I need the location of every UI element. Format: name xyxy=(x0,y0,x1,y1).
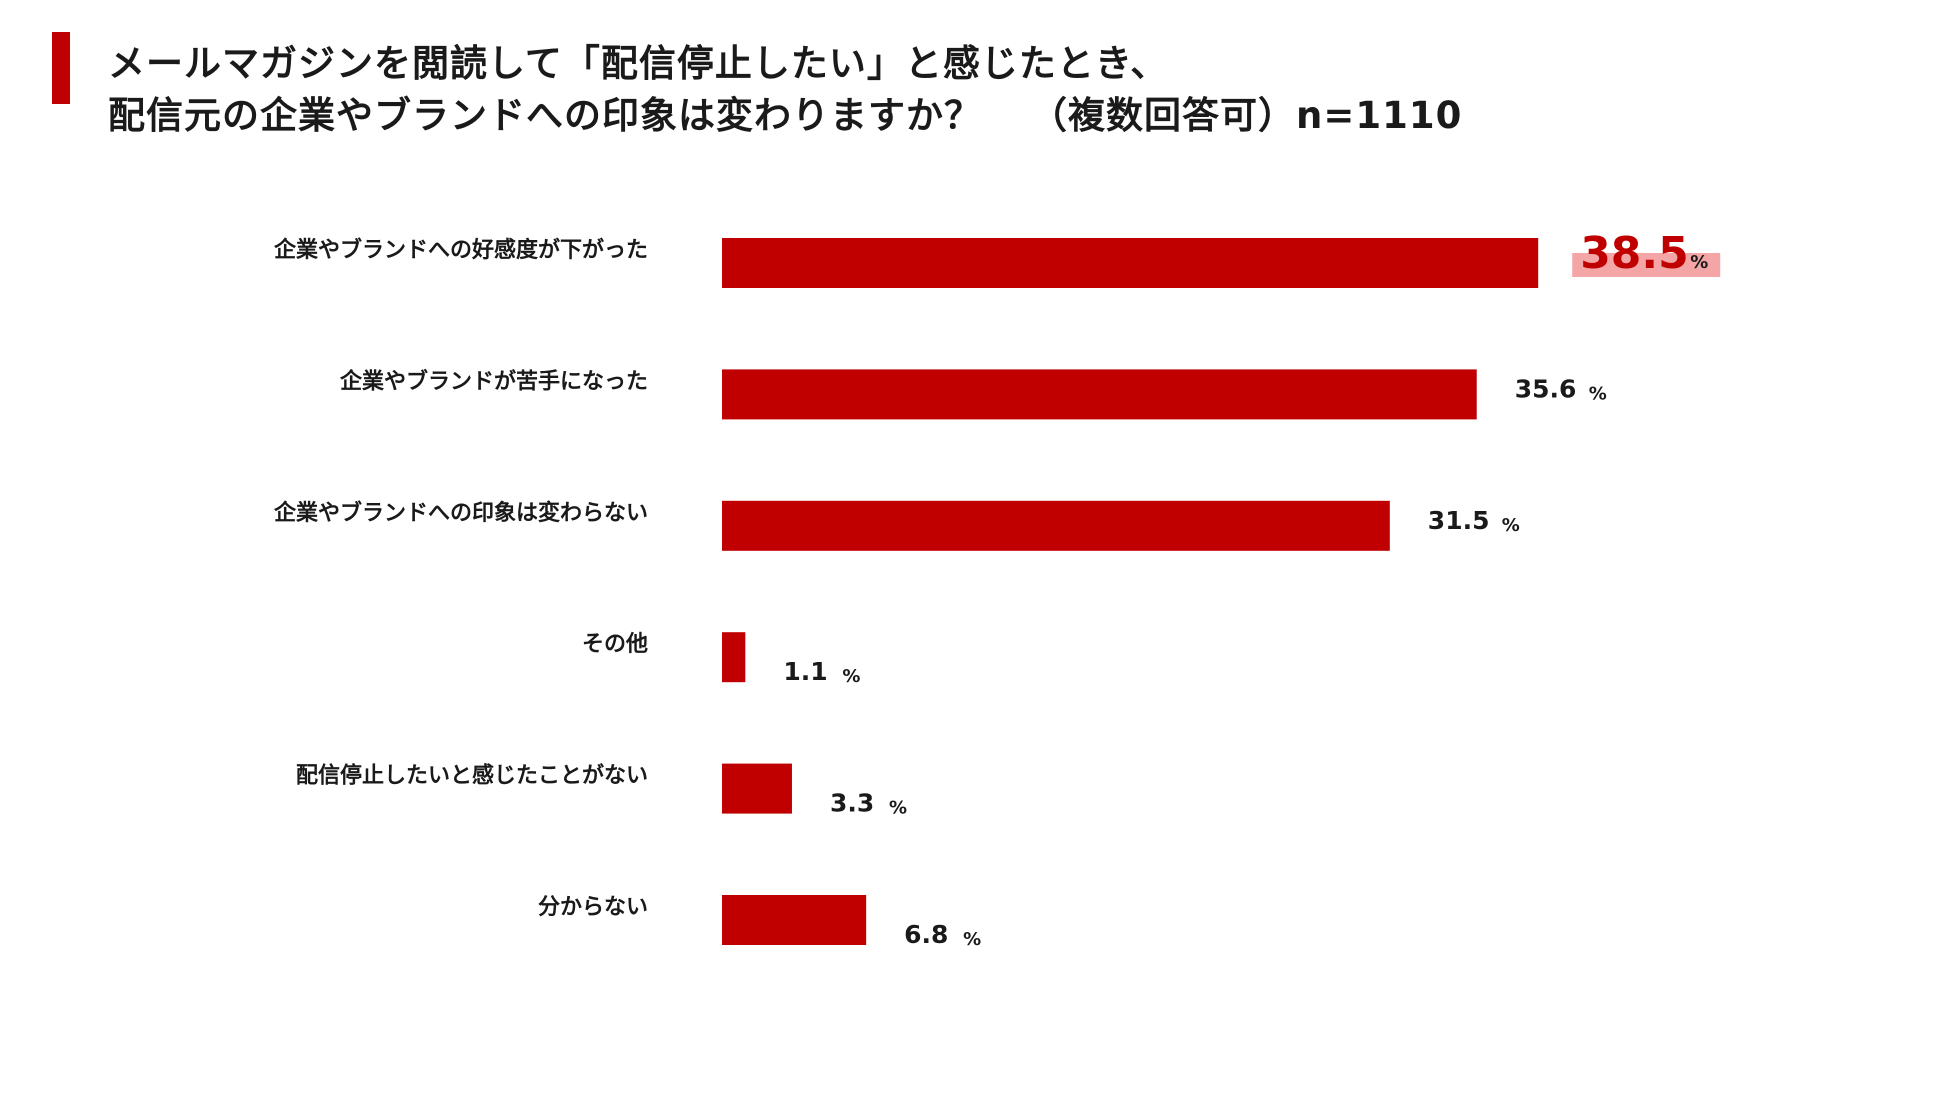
value-label: 1.1 xyxy=(783,657,827,686)
highlight-marker xyxy=(1572,253,1721,277)
bar xyxy=(722,632,746,683)
bar xyxy=(722,369,1477,420)
value-label: 38.5 xyxy=(1580,228,1689,279)
chart-title: メールマガジンを閲読して「配信停止したい」と感じたとき、 配信元の企業やブランド… xyxy=(108,38,1462,142)
unit-label: % xyxy=(1690,252,1708,273)
value-label: 6.8 xyxy=(904,920,948,949)
category-label: 配信停止したいと感じたことがない xyxy=(296,763,648,789)
unit-label: % xyxy=(963,929,981,950)
chart-title-line2: 配信元の企業やブランドへの印象は変わりますか？ xyxy=(108,94,982,137)
bar xyxy=(722,500,1390,551)
category-label: 企業やブランドへの好感度が下がった xyxy=(273,237,648,263)
title-accent-bar xyxy=(52,32,70,104)
value-label: 35.6 xyxy=(1515,374,1577,403)
bar xyxy=(722,895,867,945)
value-label: 3.3 xyxy=(830,789,874,818)
bar xyxy=(722,238,1539,288)
unit-label: % xyxy=(1502,515,1520,536)
chart-title-line2-row: 配信元の企業やブランドへの印象は変わりますか？ （複数回答可）n=1110 xyxy=(108,90,1462,142)
chart-title-line1: メールマガジンを閲読して「配信停止したい」と感じたとき、 xyxy=(108,42,1169,85)
bar xyxy=(722,763,792,814)
category-label: 企業やブランドへの印象は変わらない xyxy=(273,500,648,526)
unit-label: % xyxy=(1589,383,1607,404)
category-label: その他 xyxy=(582,632,648,657)
unit-label: % xyxy=(889,798,907,819)
category-label: 分からない xyxy=(538,895,648,920)
value-label: 31.5 xyxy=(1428,506,1490,535)
category-label: 企業やブランドが苦手になった xyxy=(339,368,648,394)
chart-title-note: （複数回答可）n=1110 xyxy=(1030,94,1463,137)
unit-label: % xyxy=(842,666,860,687)
